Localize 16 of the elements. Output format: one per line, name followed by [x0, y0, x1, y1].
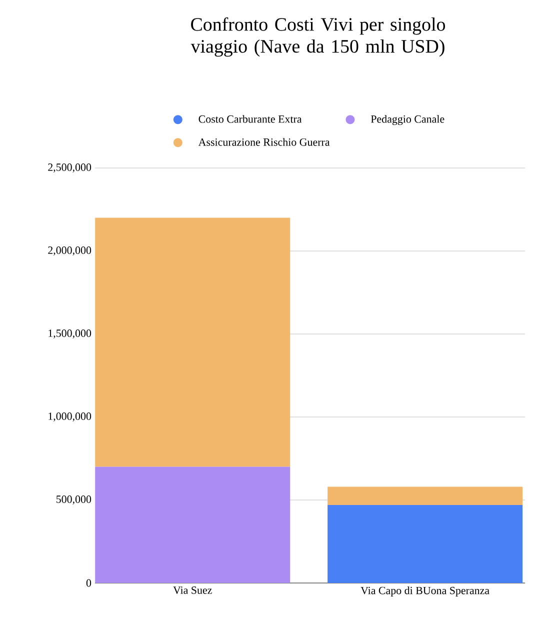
- y-tick-label: 1,000,000: [48, 412, 92, 422]
- legend-label: Costo Carburante Extra: [198, 115, 302, 123]
- legend-label: Assicurazione Rischio Guerra: [198, 138, 330, 146]
- bar: [328, 504, 523, 583]
- y-tick-label: 2,500,000: [48, 164, 92, 172]
- chart-title: Confronto Costi Vivi per singolo viaggio (Nave da 150 mln USD): [190, 17, 446, 57]
- bar: [95, 466, 290, 583]
- x-tick-label: Via Suez: [173, 586, 212, 594]
- y-tick-label: 0: [86, 579, 92, 587]
- x-tick-label: Via Capo di BUona Speranza: [360, 586, 490, 596]
- y-tick-label: 500,000: [56, 496, 92, 504]
- bar: [328, 486, 523, 505]
- y-tick-label: 1,500,000: [48, 330, 92, 338]
- bar: [95, 218, 290, 467]
- y-tick-label: 2,000,000: [48, 246, 92, 256]
- legend-label: Pedaggio Canale: [370, 115, 444, 126]
